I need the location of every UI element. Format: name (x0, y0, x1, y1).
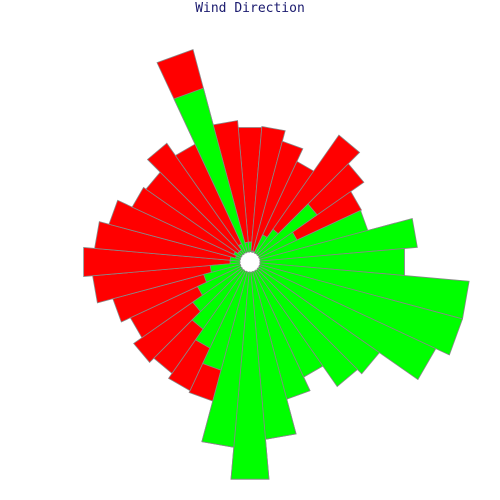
center-hub (239, 251, 261, 273)
chart-title: Wind Direction (195, 1, 305, 16)
inner-series (173, 87, 470, 480)
